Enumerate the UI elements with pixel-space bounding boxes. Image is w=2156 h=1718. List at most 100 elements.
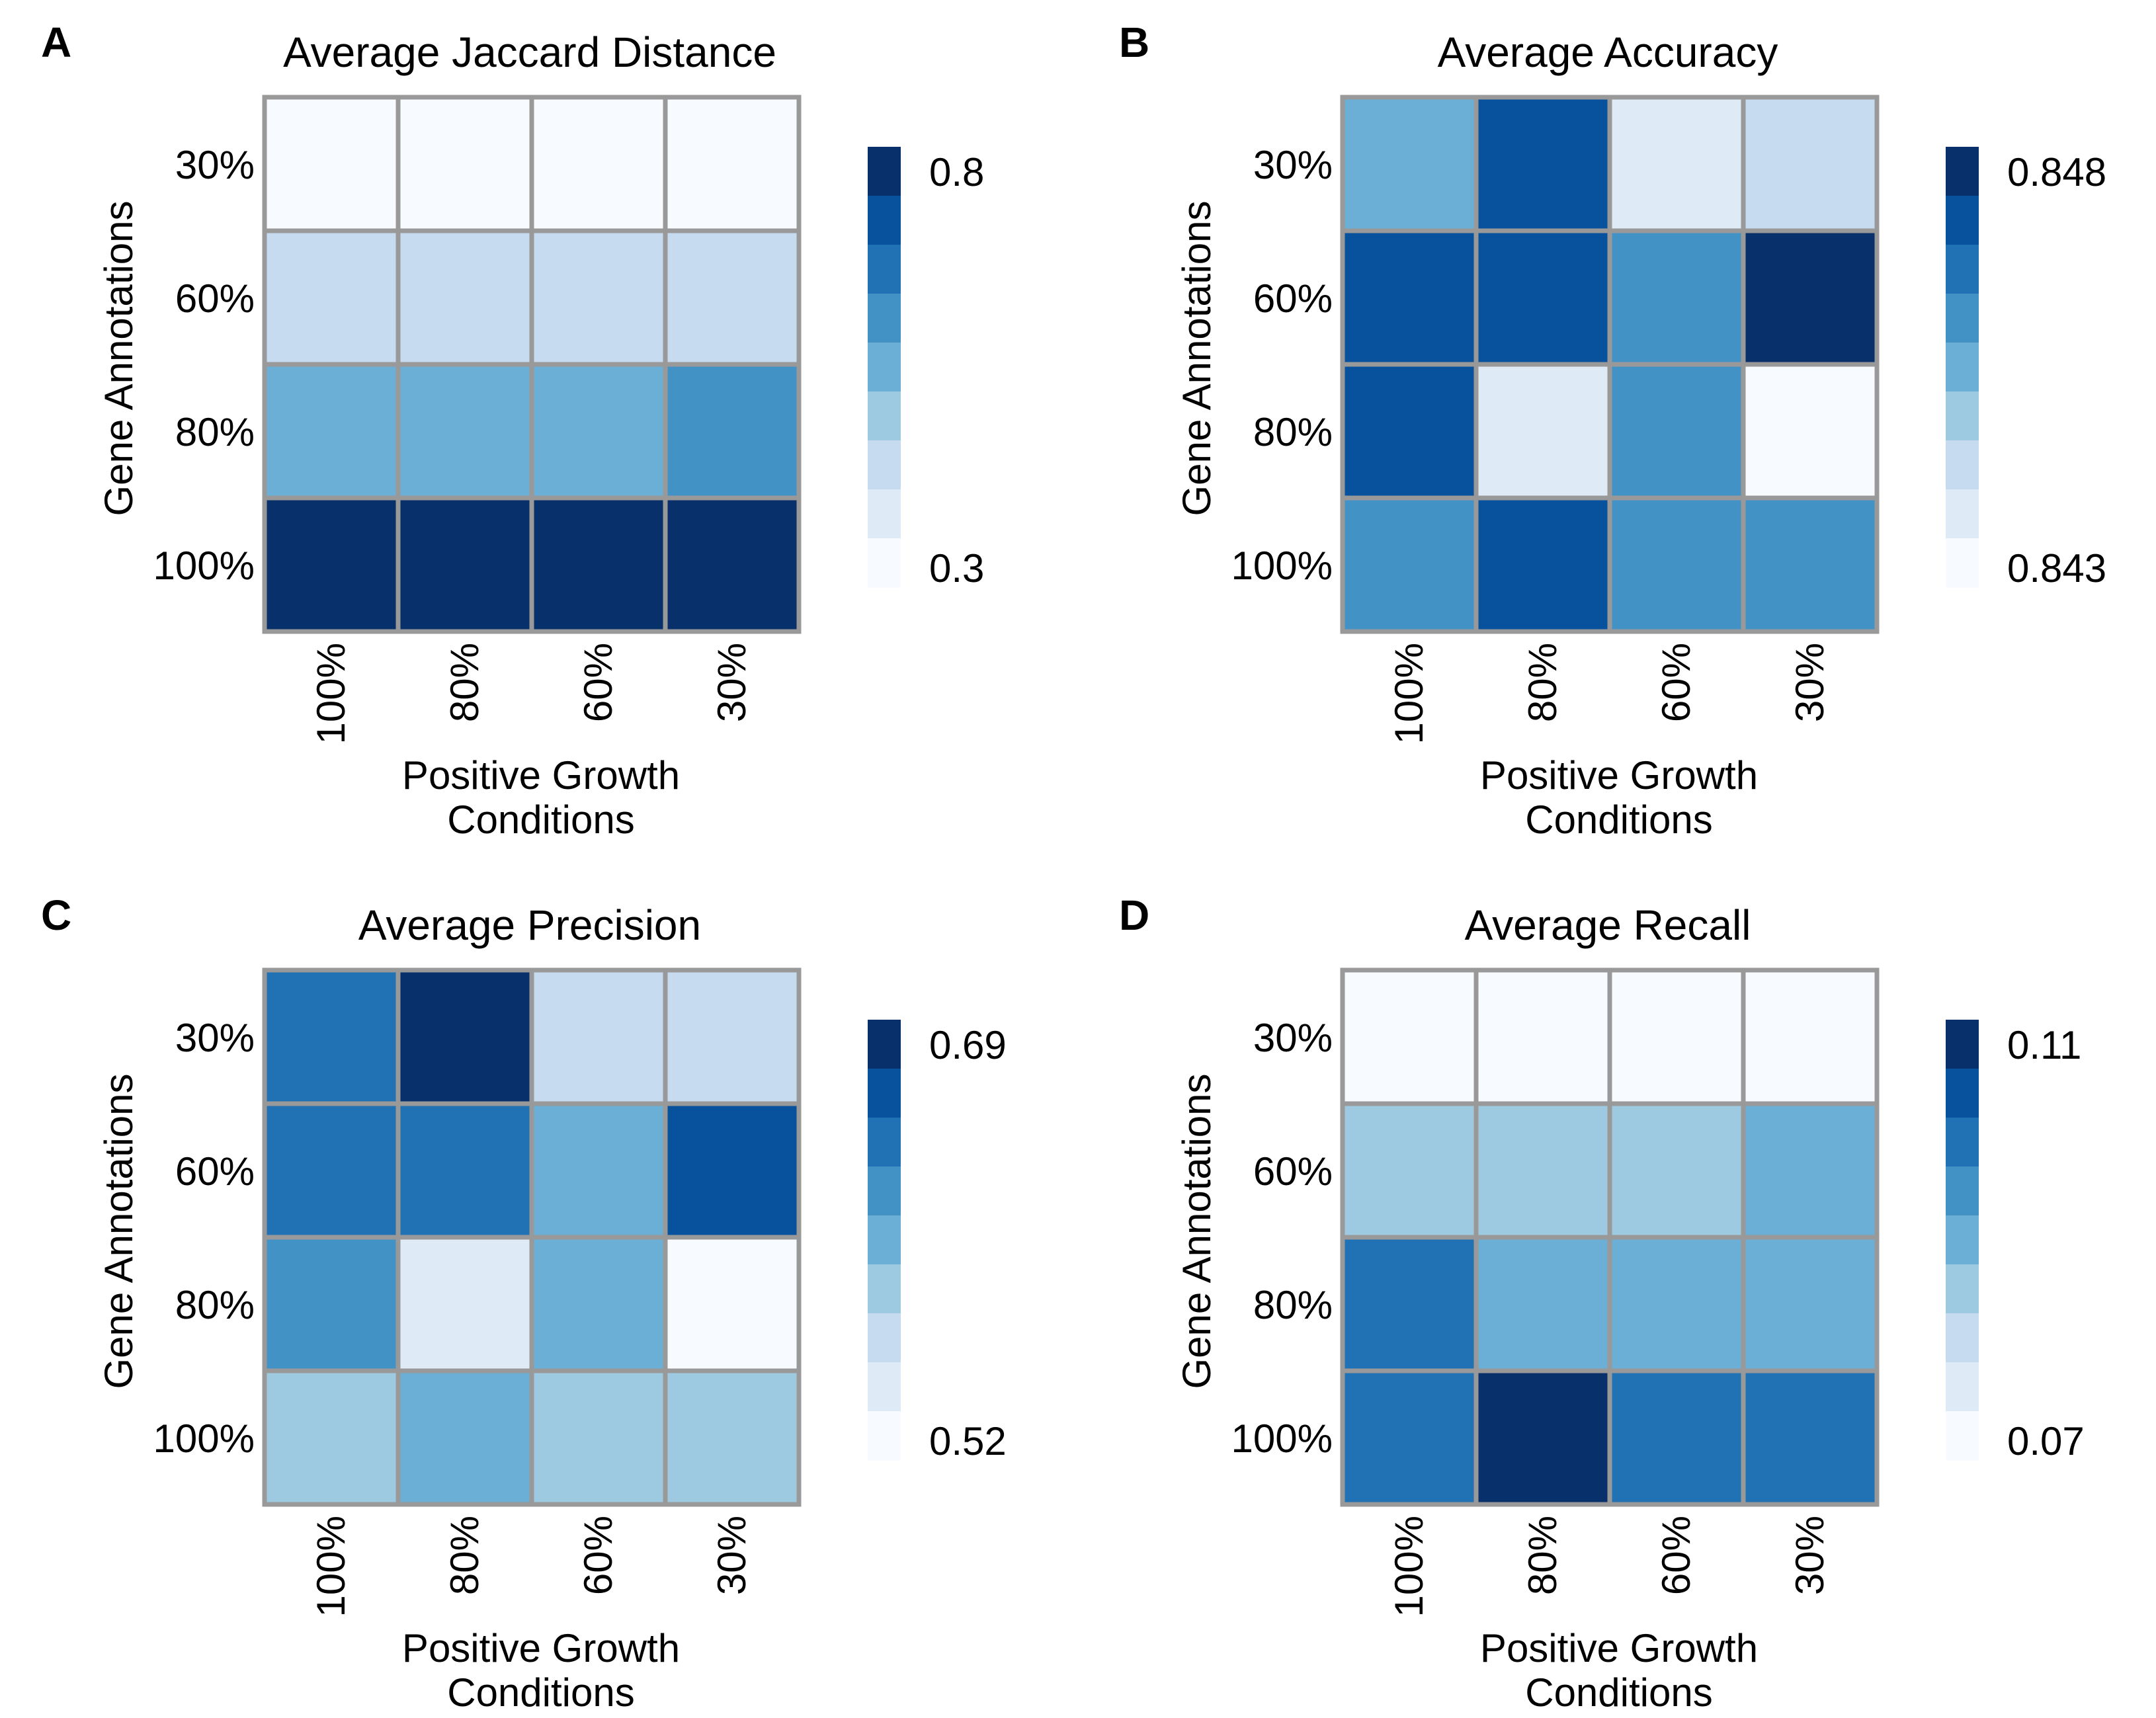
x-tick-label: 80%	[1520, 643, 1565, 722]
x-tick-label: 80%	[442, 1516, 487, 1595]
x-tick-label: 60%	[1654, 643, 1698, 722]
colorbar-bin	[1946, 196, 1979, 245]
chart-title: Average Precision	[358, 901, 701, 949]
heatmap-cell-r3-c2	[1473, 1235, 1612, 1373]
heatmap-cell-r3-c4	[663, 362, 802, 501]
colorbar-max-label: 0.8	[929, 150, 984, 194]
heatmap-cell-r1-c4	[663, 967, 802, 1106]
colorbar-bin	[1946, 391, 1979, 441]
heatmap-cell-r1-c2	[1473, 967, 1612, 1106]
x-tick-label: 60%	[576, 643, 620, 722]
heatmap-cell-r2-c1	[262, 1101, 401, 1240]
heatmap-cell-r3-c1	[262, 1235, 401, 1373]
colorbar-bin	[868, 294, 901, 343]
heatmap-cell-r3-c3	[529, 1235, 668, 1373]
colorbar-min-label: 0.07	[2007, 1419, 2085, 1463]
colorbar-bin	[1946, 538, 1979, 588]
heatmap-panel-b: B Average Accuracy 30% 60% 80% 100% 100% 80% 60%…	[1119, 19, 2106, 842]
heatmap-cell-r1-c1	[262, 967, 401, 1106]
y-tick-label: 80%	[175, 410, 255, 454]
heatmap-cell-r3-c4	[1741, 362, 1880, 501]
heatmap-cell-r3-c3	[1607, 1235, 1746, 1373]
heatmap-cell-r1-c2	[1473, 95, 1612, 233]
heatmap-cell-r2-c2	[1473, 228, 1612, 367]
heatmap-panel-c: C Average Precision 30% 60% 80% 100% 100% 80% 60…	[41, 891, 1007, 1715]
heatmap-cell-r4-c3	[529, 495, 668, 634]
heatmap-cell-r1-c3	[1607, 95, 1746, 233]
heatmap-cell-r1-c4	[1741, 967, 1880, 1106]
heatmap-cell-r3-c3	[1607, 362, 1746, 501]
colorbar-bin	[1946, 1118, 1979, 1167]
y-tick-label: 100%	[1231, 1416, 1333, 1461]
heatmap-cell-r2-c4	[663, 228, 802, 367]
x-tick-label: 60%	[576, 1516, 620, 1595]
x-tick-label: 100%	[1387, 643, 1431, 744]
heatmap-cell-r2-c4	[1741, 1101, 1880, 1240]
heatmap-panel-a: A Average Jaccard Distance 30% 60% 80% 100% 10…	[41, 19, 984, 842]
heatmap-cell-r4-c2	[395, 1368, 534, 1507]
colorbar-bin	[868, 1411, 901, 1461]
heatmap-cell-r2-c4	[663, 1101, 802, 1240]
colorbar-bin	[868, 245, 901, 294]
colorbar-bin	[868, 1264, 901, 1314]
colorbar-bin	[868, 1362, 901, 1412]
y-axis-label: Gene Annotations	[1175, 1073, 1219, 1389]
y-tick-label: 80%	[1253, 1283, 1333, 1327]
heatmap-cell-r4-c4	[1741, 495, 1880, 634]
colorbar-bin	[1946, 1069, 1979, 1118]
colorbar-bin	[1946, 1166, 1979, 1216]
x-tick-label: 30%	[710, 643, 754, 722]
heatmap-cell-r1-c2	[395, 967, 534, 1106]
chart-title: Average Recall	[1465, 901, 1751, 949]
heatmap-cell-r3-c3	[529, 362, 668, 501]
x-axis-label: Positive Growth	[402, 753, 680, 798]
y-tick-label: 30%	[1253, 143, 1333, 187]
x-tick-label: 100%	[309, 643, 353, 744]
heatmap-cell-r4-c1	[262, 495, 401, 634]
x-tick-label: 80%	[442, 643, 487, 722]
heatmap-cell-r1-c3	[1607, 967, 1746, 1106]
colorbar-min-label: 0.3	[929, 546, 984, 591]
colorbar-max-label: 0.848	[2007, 150, 2106, 194]
heatmap-cell-r1-c4	[663, 95, 802, 233]
colorbar-bin	[868, 1020, 901, 1069]
heatmap-cell-r3-c1	[262, 362, 401, 501]
heatmap-cell-r4-c2	[1473, 495, 1612, 634]
heatmap-cell-r2-c3	[529, 1101, 668, 1240]
heatmap-cell-r3-c2	[1473, 362, 1612, 501]
colorbar-bin	[1946, 343, 1979, 392]
chart-title: Average Accuracy	[1438, 28, 1778, 76]
heatmap-cell-r2-c1	[1340, 228, 1479, 367]
x-tick-label: 60%	[1654, 1516, 1698, 1595]
colorbar-bin	[868, 1313, 901, 1363]
heatmap-cell-r4-c4	[663, 1368, 802, 1507]
colorbar-max-label: 0.11	[2007, 1023, 2081, 1067]
x-axis-label: Conditions	[447, 798, 635, 842]
y-axis-label: Gene Annotations	[97, 1073, 141, 1389]
panel-label: C	[41, 891, 71, 939]
panel-label: D	[1119, 891, 1149, 939]
colorbar-bin	[1946, 1264, 1979, 1314]
colorbar-bin	[1946, 440, 1979, 490]
heatmap-cell-r2-c1	[262, 228, 401, 367]
y-tick-label: 80%	[175, 1283, 255, 1327]
x-tick-label: 100%	[1387, 1516, 1431, 1617]
colorbar-bin	[868, 538, 901, 588]
heatmap-cell-r3-c1	[1340, 1235, 1479, 1373]
colorbar-bin	[868, 1215, 901, 1265]
colorbar-bin	[1946, 489, 1979, 539]
colorbar-bin	[1946, 245, 1979, 294]
panel-label: B	[1119, 19, 1149, 66]
x-tick-label: 30%	[1788, 1516, 1832, 1595]
colorbar-bin	[1946, 147, 1979, 196]
heatmap-cell-r4-c1	[1340, 495, 1479, 634]
colorbar-bin	[868, 489, 901, 539]
x-axis-label: Positive Growth	[1480, 1626, 1758, 1670]
heatmap-cell-r2-c2	[395, 228, 534, 367]
chart-title: Average Jaccard Distance	[283, 28, 776, 76]
heatmap-cell-r4-c1	[262, 1368, 401, 1507]
heatmap-cell-r2-c4	[1741, 228, 1880, 367]
y-tick-label: 80%	[1253, 410, 1333, 454]
colorbar-bin	[868, 343, 901, 392]
